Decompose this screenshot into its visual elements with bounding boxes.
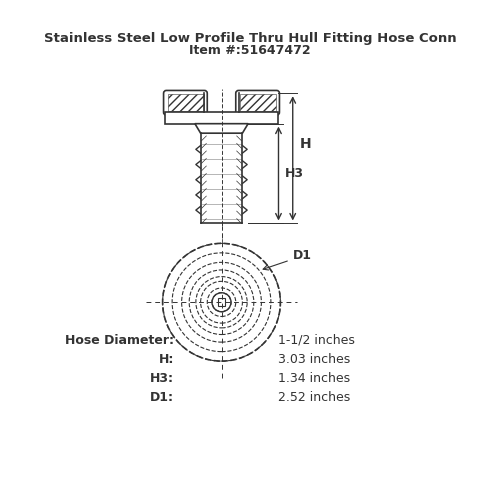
Text: Stainless Steel Low Profile Thru Hull Fitting Hose Conn: Stainless Steel Low Profile Thru Hull Fi… xyxy=(44,32,457,44)
Text: H:: H: xyxy=(158,352,174,366)
Text: 3.03 inches: 3.03 inches xyxy=(278,352,350,366)
Text: H: H xyxy=(300,137,311,151)
Bar xyxy=(164,112,278,124)
Polygon shape xyxy=(195,124,248,133)
Text: D1:: D1: xyxy=(150,390,174,404)
FancyBboxPatch shape xyxy=(236,90,280,115)
Text: Hose Diameter:: Hose Diameter: xyxy=(65,334,174,346)
Text: Item #:51647472: Item #:51647472 xyxy=(189,44,311,57)
Bar xyxy=(168,94,204,112)
Text: 2.52 inches: 2.52 inches xyxy=(278,390,350,404)
Bar xyxy=(240,94,276,112)
Text: 1.34 inches: 1.34 inches xyxy=(278,372,350,384)
Bar xyxy=(218,298,226,306)
Text: D1: D1 xyxy=(263,250,312,270)
Text: 1-1/2 inches: 1-1/2 inches xyxy=(278,334,355,346)
Text: H3: H3 xyxy=(285,167,304,180)
Text: H3:: H3: xyxy=(150,372,174,384)
FancyBboxPatch shape xyxy=(164,90,208,115)
